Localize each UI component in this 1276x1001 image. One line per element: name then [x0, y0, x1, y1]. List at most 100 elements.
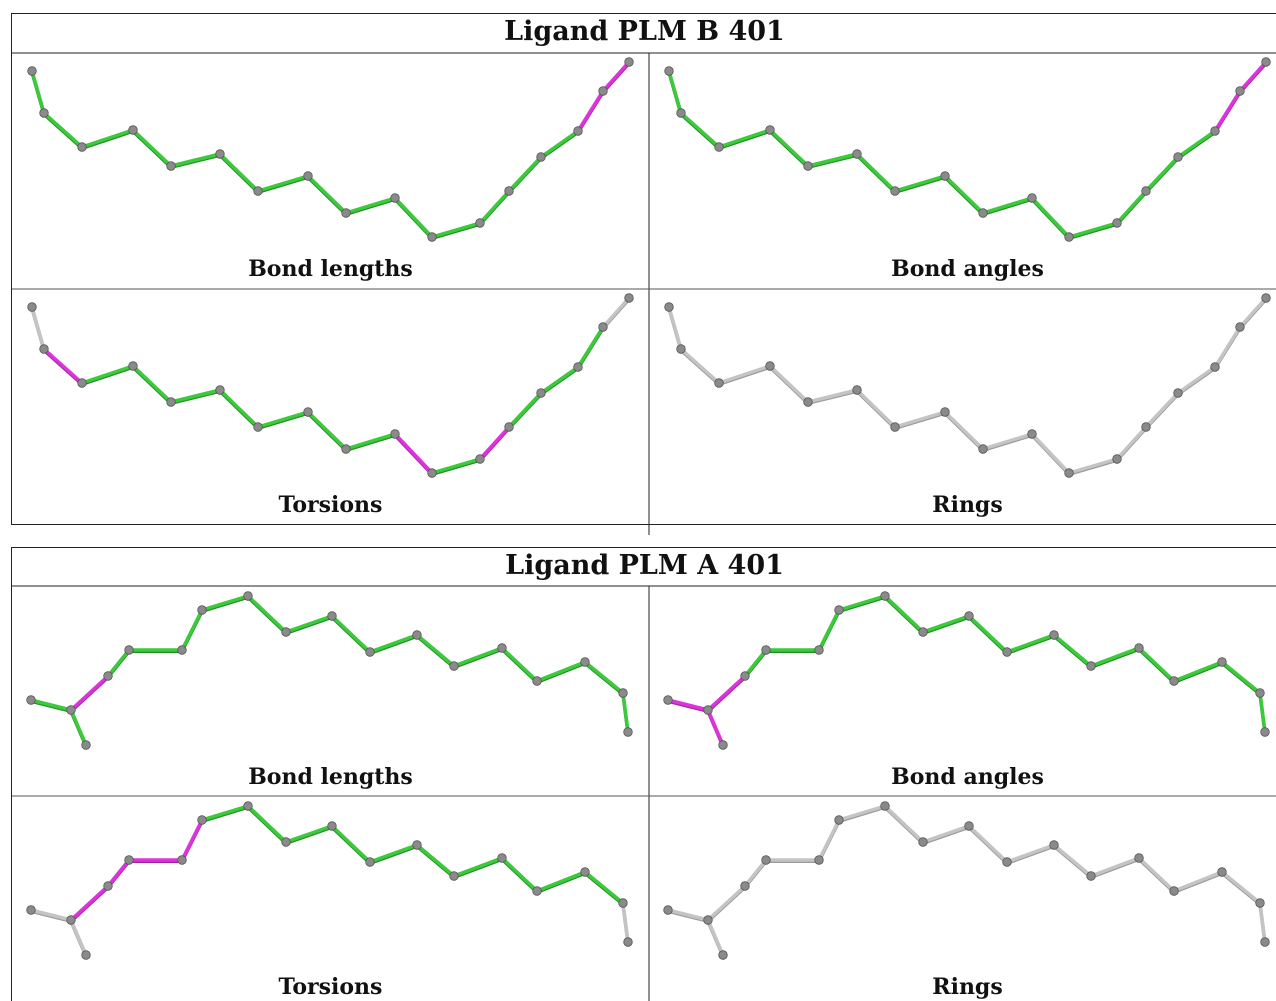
bond: [180, 818, 204, 862]
bond: [30, 305, 46, 351]
bond: [621, 691, 630, 734]
bond: [1238, 296, 1268, 329]
atom: [573, 126, 583, 136]
bond: [131, 364, 173, 404]
bond: [430, 457, 482, 475]
bond: [837, 804, 887, 822]
bond: [1172, 660, 1224, 683]
atom: [215, 385, 225, 395]
bond: [1172, 870, 1224, 893]
atom: [475, 454, 485, 464]
atom: [197, 815, 207, 825]
atom: [1002, 857, 1012, 867]
figure-title: Ligand PLM A 401: [505, 550, 784, 581]
atom: [852, 149, 862, 159]
atom: [1261, 57, 1271, 67]
bond: [717, 128, 772, 149]
bond: [893, 410, 947, 429]
atom: [1141, 186, 1151, 196]
atom: [66, 705, 76, 715]
bond: [539, 129, 580, 159]
ligand-b-panels: Bond lengths Bond angles Torsions Rings: [12, 52, 1276, 535]
bond: [1137, 856, 1176, 893]
bond: [1144, 155, 1180, 193]
atom: [243, 591, 253, 601]
bond: [106, 648, 131, 678]
atom: [1169, 676, 1179, 686]
panel-bond-angles: Bond angles: [664, 57, 1271, 282]
bond: [921, 824, 971, 844]
atom: [497, 643, 507, 653]
bond: [1258, 901, 1267, 944]
bond: [768, 364, 810, 404]
atom: [1261, 293, 1271, 303]
bond: [706, 884, 747, 922]
atom: [580, 867, 590, 877]
atom: [940, 171, 950, 181]
atom: [532, 886, 542, 896]
atom: [814, 645, 824, 655]
bond: [667, 305, 683, 351]
atom: [1235, 322, 1245, 332]
panel-caption: Torsions: [279, 492, 383, 518]
atom: [664, 66, 674, 76]
bond: [393, 432, 434, 475]
atom: [1210, 362, 1220, 372]
bond: [330, 824, 372, 864]
bond: [1176, 365, 1217, 395]
atom: [714, 378, 724, 388]
atom: [81, 950, 91, 960]
bond: [539, 365, 580, 395]
bond: [1213, 89, 1242, 133]
panel-torsions: Torsions: [27, 293, 634, 518]
bond: [246, 594, 288, 634]
atom: [618, 688, 628, 698]
atom: [81, 740, 91, 750]
bond: [256, 410, 310, 429]
bond: [806, 388, 859, 404]
bond: [967, 824, 1009, 864]
bond: [1115, 425, 1148, 461]
atom: [1255, 688, 1265, 698]
bond: [1052, 633, 1093, 668]
atom: [1169, 886, 1179, 896]
bond: [706, 674, 747, 712]
atom: [1027, 193, 1037, 203]
bond: [621, 901, 630, 944]
atom: [890, 422, 900, 432]
bond: [1220, 870, 1262, 905]
bond: [883, 804, 925, 844]
atom: [77, 142, 87, 152]
panel-bond-lengths: Bond lengths: [27, 57, 634, 282]
bond: [706, 918, 725, 957]
bond: [169, 152, 222, 168]
atom: [1173, 388, 1183, 398]
bond: [535, 870, 587, 893]
atom: [390, 193, 400, 203]
atom: [765, 361, 775, 371]
atom: [166, 397, 176, 407]
bond: [1052, 843, 1093, 878]
bond: [452, 856, 504, 878]
atom: [1049, 840, 1059, 850]
atom: [1049, 630, 1059, 640]
bond: [69, 674, 110, 712]
atom: [676, 108, 686, 118]
bond: [500, 646, 539, 683]
bond: [306, 174, 348, 215]
bond: [1238, 60, 1268, 93]
atom: [475, 218, 485, 228]
bond: [106, 858, 131, 888]
bond: [42, 111, 84, 149]
atom: [573, 362, 583, 372]
bond: [1115, 189, 1148, 225]
bond: [1213, 325, 1242, 369]
atom: [1260, 937, 1270, 947]
atom: [536, 388, 546, 398]
atom: [1002, 647, 1012, 657]
atom: [26, 695, 36, 705]
atom: [978, 444, 988, 454]
panel-bond-angles: Bond angles: [663, 591, 1270, 790]
atom: [624, 293, 634, 303]
bond: [344, 432, 397, 451]
